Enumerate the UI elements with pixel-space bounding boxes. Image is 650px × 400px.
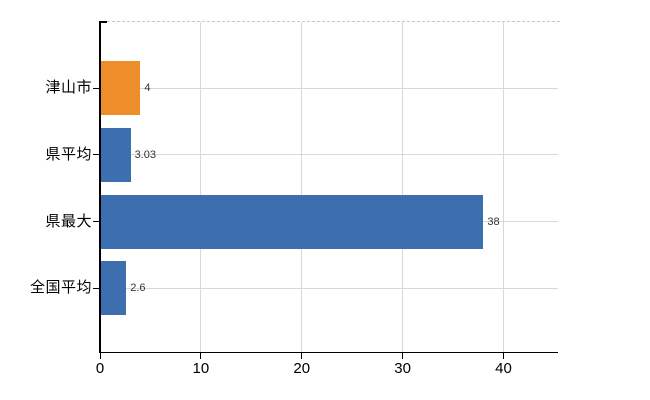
category-label: 県最大 bbox=[45, 212, 92, 230]
bar bbox=[100, 194, 484, 249]
bar-value-label: 3.03 bbox=[134, 148, 156, 161]
x-axis-tick bbox=[402, 353, 404, 359]
bar bbox=[100, 61, 141, 115]
x-gridline bbox=[301, 22, 303, 352]
row-gridline bbox=[100, 87, 558, 89]
x-gridline bbox=[402, 22, 404, 352]
category-label: 津山市 bbox=[45, 79, 92, 96]
y-axis-cap bbox=[99, 21, 108, 23]
x-gridline bbox=[503, 22, 505, 352]
plot-top-border bbox=[107, 21, 560, 22]
y-axis-tick bbox=[93, 287, 100, 289]
x-axis-line bbox=[99, 351, 558, 353]
category-label: 県平均 bbox=[45, 145, 92, 163]
x-axis-tick bbox=[503, 353, 505, 359]
y-axis-tick bbox=[93, 221, 100, 223]
y-axis-tick bbox=[93, 87, 100, 89]
bar bbox=[100, 261, 127, 316]
x-tick-label: 30 bbox=[394, 360, 411, 377]
x-axis-tick bbox=[301, 353, 303, 359]
y-axis-tick bbox=[93, 154, 100, 156]
category-label: 全国平均 bbox=[29, 279, 92, 297]
bar-value-label: 2.6 bbox=[130, 282, 146, 295]
y-axis-line bbox=[99, 22, 101, 353]
bar bbox=[100, 127, 131, 182]
x-gridline bbox=[200, 22, 202, 352]
x-tick-label: 0 bbox=[95, 360, 105, 377]
x-axis-tick bbox=[200, 353, 202, 359]
bar-value-label: 38 bbox=[487, 215, 500, 228]
x-tick-label: 40 bbox=[495, 360, 512, 377]
bar-value-label: 4 bbox=[144, 82, 151, 94]
x-tick-label: 20 bbox=[293, 360, 311, 377]
row-gridline bbox=[100, 287, 558, 289]
row-gridline bbox=[100, 154, 558, 156]
x-axis-tick bbox=[99, 353, 101, 359]
x-tick-label: 10 bbox=[192, 360, 210, 377]
